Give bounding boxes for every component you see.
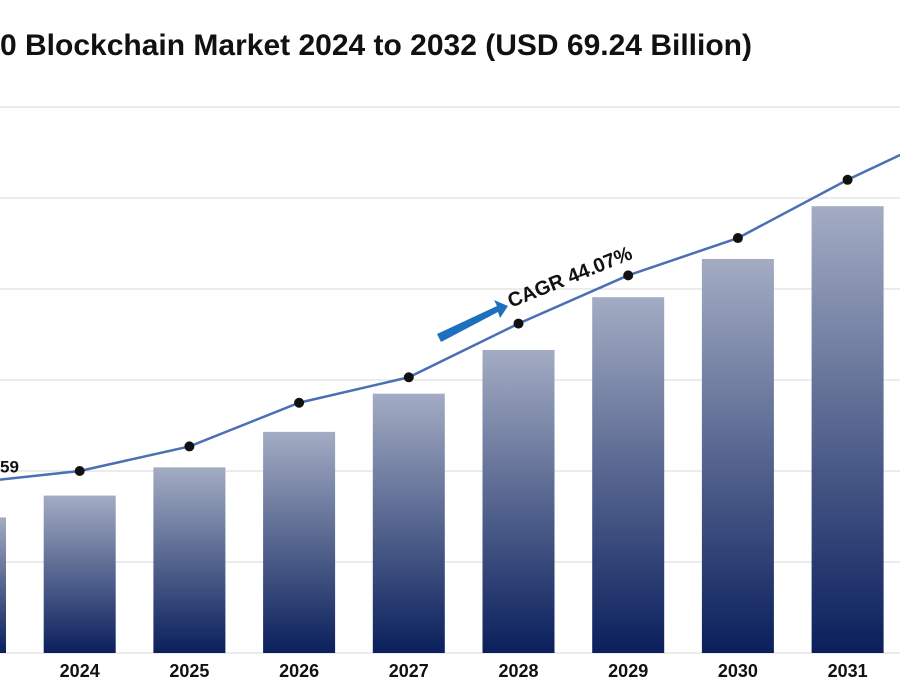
x-tick-label: 2025 [169, 661, 209, 681]
bar [263, 431, 336, 653]
point [842, 174, 853, 185]
x-tick-label: 2031 [828, 661, 868, 681]
point [623, 270, 634, 281]
cagr-arrow [437, 300, 508, 342]
x-tick-label: 2026 [279, 661, 319, 681]
bar [153, 467, 226, 653]
chart-title: 0 Blockchain Market 2024 to 2032 (USD 69… [0, 29, 752, 62]
bar [482, 349, 555, 653]
point [294, 397, 305, 408]
bar [0, 517, 6, 653]
x-tick-label: 2030 [718, 661, 758, 681]
bar [592, 297, 665, 653]
bar [43, 495, 116, 653]
line [0, 153, 900, 481]
point [403, 372, 414, 383]
point [74, 466, 85, 476]
x-tick-label: 2029 [608, 661, 648, 681]
point [184, 441, 195, 452]
data-label: 59 [0, 457, 19, 476]
x-tick-label: 2027 [389, 661, 429, 681]
point [513, 318, 524, 329]
point [732, 233, 743, 244]
x-tick-label: 2024 [60, 661, 100, 681]
bar [811, 206, 884, 653]
bar [701, 258, 774, 653]
x-tick-label: 2028 [498, 661, 538, 681]
bar [372, 393, 445, 653]
